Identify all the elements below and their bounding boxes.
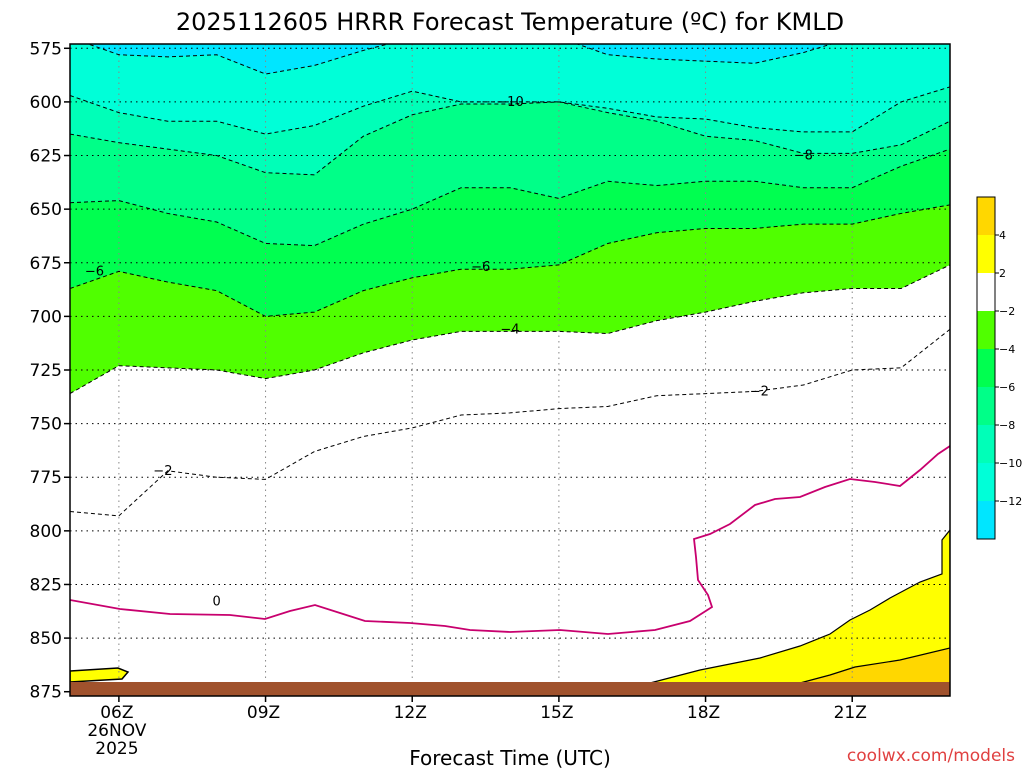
colorbar-legend: 4 2 −2 −4 −6 −8 −10 −12	[976, 196, 1022, 540]
contour-label: −10	[496, 95, 523, 110]
colorbar-label: −4	[999, 343, 1015, 356]
y-tick-label: 625	[30, 147, 62, 167]
colorbar-swatch	[977, 425, 995, 463]
colorbar-label: −2	[999, 305, 1015, 318]
colorbar-label: 2	[999, 267, 1006, 280]
colorbar-label: 4	[999, 229, 1006, 242]
plot-area	[70, 44, 950, 696]
y-tick-label: 700	[30, 307, 62, 327]
contour-labels: −10 −8 −6 −6 −4 −2 −2 0	[85, 95, 813, 610]
y-tick-label: 775	[30, 468, 62, 488]
contour-label: −6	[85, 264, 104, 279]
x-tick-label: 09Z	[247, 703, 280, 723]
warm-pocket-left	[70, 667, 130, 683]
colorbar-label: −8	[999, 419, 1015, 432]
contour-label: −2	[750, 384, 769, 399]
chart-title: 2025112605 HRRR Forecast Temperature (ºC…	[176, 8, 844, 36]
x-tick-label: 12Z	[394, 703, 427, 723]
colorbar-swatch	[977, 501, 995, 539]
warm-band-2-4	[649, 529, 950, 696]
temperature-shading	[70, 44, 950, 696]
colorbar-swatch	[977, 463, 995, 501]
ground-terrain	[70, 682, 950, 696]
y-tick-label: 600	[30, 93, 62, 113]
isotherm-line	[70, 204, 950, 317]
y-tick-label: 850	[30, 629, 62, 649]
contour-label: −2	[153, 464, 172, 479]
isotherm-line	[70, 86, 950, 135]
y-tick-label: 800	[30, 522, 62, 542]
isotherm-line	[70, 101, 950, 176]
colorbar-swatch	[977, 387, 995, 425]
x-tick-label: 26NOV	[87, 721, 146, 741]
isotherm-line	[70, 328, 950, 517]
x-tick-label: 2025	[95, 739, 138, 759]
colorbar-label: −10	[999, 457, 1022, 470]
x-tick-label: 15Z	[540, 703, 573, 723]
y-axis: 575 600 625 650 675 700 725 750 775 800 825 850 875	[30, 39, 70, 703]
contour-label: 0	[213, 595, 221, 610]
colorbar-label: −6	[999, 381, 1015, 394]
x-tick-label: 06Z	[100, 703, 133, 723]
isotherm-lines	[70, 44, 950, 517]
y-tick-label: 875	[30, 683, 62, 703]
contour-label: −6	[471, 260, 490, 275]
y-tick-label: 725	[30, 361, 62, 381]
colorbar-label: −12	[999, 495, 1022, 508]
y-tick-label: 825	[30, 575, 62, 595]
zero-isotherm-lower	[70, 445, 950, 635]
x-axis-title: Forecast Time (UTC)	[409, 746, 611, 768]
colorbar-frame	[976, 196, 996, 540]
isotherm-line	[70, 148, 950, 247]
x-tick-label: 18Z	[687, 703, 720, 723]
y-tick-label: 575	[30, 39, 62, 59]
colorbar-swatch	[977, 235, 995, 273]
contour-label: −8	[794, 149, 813, 164]
isotherm-line	[70, 264, 950, 395]
y-tick-label: 650	[30, 200, 62, 220]
band-near-freezing	[70, 329, 950, 696]
colorbar-swatch	[977, 349, 995, 387]
colorbar-swatch	[977, 197, 995, 235]
colorbar-swatch	[977, 311, 995, 349]
credit-text: coolwx.com/models	[847, 746, 1015, 766]
isotherm-line	[86, 44, 833, 75]
colorbar-swatch	[977, 273, 995, 311]
x-tick-label: 21Z	[834, 703, 867, 723]
y-tick-label: 750	[30, 415, 62, 435]
y-tick-label: 675	[30, 254, 62, 274]
contour-label: −4	[500, 322, 519, 337]
